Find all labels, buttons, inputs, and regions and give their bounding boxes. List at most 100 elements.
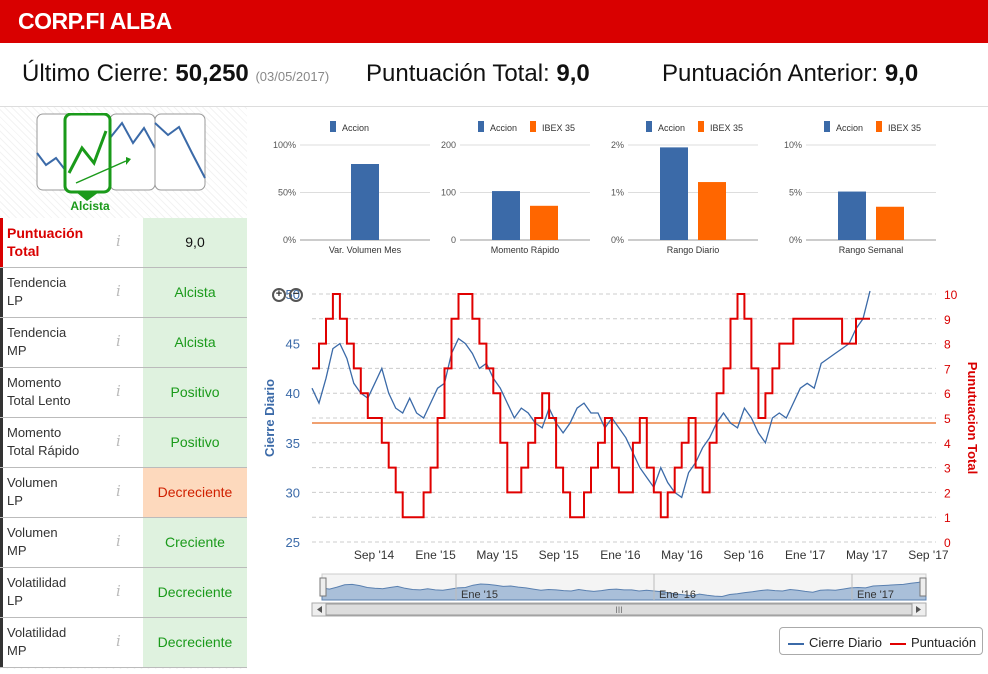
bar (660, 147, 688, 240)
bar (876, 206, 904, 240)
left-tick-label: 40 (286, 386, 300, 401)
indicator-label-line1: Tendencia (7, 325, 67, 340)
zoom-in-icon[interactable]: + (272, 288, 286, 302)
legend-swatch (330, 121, 336, 132)
navigator-handle-right[interactable] (919, 577, 927, 597)
indicator-value: Creciente (143, 518, 247, 567)
left-tick-label: 35 (286, 436, 300, 451)
left-tick-label: 25 (286, 535, 300, 550)
right-tick-label: 9 (944, 313, 951, 327)
info-icon[interactable]: i (116, 582, 121, 600)
info-icon[interactable]: i (116, 532, 121, 550)
indicator-row: Volatilidad MP i Decreciente (0, 618, 247, 668)
indicator-label: Volatilidad MP (0, 618, 143, 667)
info-icon[interactable]: i (116, 382, 121, 400)
info-icon[interactable]: i (116, 632, 121, 650)
x-axis-label: Rango Semanal (839, 245, 904, 255)
title-bar: CORP.FI ALBA (0, 0, 988, 43)
company-title: CORP.FI ALBA (18, 8, 172, 34)
navigator-handle-left[interactable] (319, 577, 327, 597)
bar (530, 205, 558, 240)
zoom-controls: + − (272, 284, 306, 302)
indicator-value: Positivo (143, 368, 247, 417)
navigator-label: Ene '16 (659, 589, 696, 601)
puntuacion-anterior: Puntuación Anterior: 9,0 (662, 60, 918, 88)
indicator-label-line1: Volumen (7, 475, 58, 490)
x-tick-label: Sep '17 (908, 548, 949, 562)
legend-swatch (698, 121, 704, 132)
legend-swatch (530, 121, 536, 132)
left-tick-label: 30 (286, 485, 300, 500)
indicator-label-line1: Tendencia (7, 275, 67, 290)
info-icon[interactable]: i (116, 282, 121, 300)
indicator-label: Tendencia LP (0, 268, 143, 317)
indicator-label-line2: Total Lento (7, 393, 71, 408)
indicator-row: Momento Total Rápido i Positivo (0, 418, 247, 468)
puntuacion-total: Puntuación Total: 9,0 (366, 60, 590, 88)
y-tick-label: 2% (611, 140, 624, 150)
indicator-value: Decreciente (143, 618, 247, 667)
legend-item-puntuacion[interactable]: Puntuación (890, 635, 976, 650)
navigator-label: Ene '15 (461, 589, 498, 601)
mini-chart-rango-semanal: Accion IBEX 35 0% 5% 10% Rango Semanal (776, 118, 946, 258)
scrollbar-thumb[interactable] (325, 603, 913, 616)
indicator-label: Volumen LP (0, 468, 143, 517)
indicator-row: Volatilidad LP i Decreciente (0, 568, 247, 618)
x-axis-label: Momento Rápido (491, 245, 560, 255)
right-tick-label: 1 (944, 511, 951, 525)
bar (351, 164, 379, 240)
y-tick-label: 0% (283, 235, 296, 245)
summary-bar: Último Cierre: 50,250 (03/05/2017) Puntu… (0, 43, 988, 107)
zoom-out-icon[interactable]: − (289, 288, 303, 302)
info-icon[interactable]: i (116, 232, 121, 250)
legend-swatch (478, 121, 484, 132)
indicator-label-line1: Puntuación (7, 225, 84, 241)
scrollbar-grip: III (615, 605, 623, 615)
info-icon[interactable]: i (116, 332, 121, 350)
indicator-value: Alcista (143, 318, 247, 367)
main-chart[interactable]: 0 1 2 3 4 5 6 7 8 9 10 25 30 35 40 45 50 Cierre Diario Pun… (256, 270, 988, 669)
navigator-series (321, 579, 927, 601)
x-tick-label: Sep '16 (723, 548, 764, 562)
right-tick-label: 6 (944, 387, 951, 401)
info-icon[interactable]: i (116, 482, 121, 500)
y-tick-label: 5% (789, 188, 802, 198)
legend-label: Accion (658, 123, 685, 133)
indicator-row: Momento Total Lento i Positivo (0, 368, 247, 418)
y-tick-label: 50% (278, 188, 296, 198)
legend-swatch (646, 121, 652, 132)
indicator-value: 9,0 (143, 218, 247, 267)
legend-item-cierre[interactable]: Cierre Diario (788, 635, 882, 650)
indicator-label-line2: MP (7, 643, 27, 658)
ultimo-cierre: Último Cierre: 50,250 (03/05/2017) (22, 60, 329, 88)
puntuacion-anterior-label: Puntuación Anterior: (662, 60, 879, 87)
right-tick-label: 4 (944, 437, 951, 451)
bar (492, 191, 520, 240)
right-tick-label: 10 (944, 288, 958, 302)
info-icon[interactable]: i (116, 432, 121, 450)
indicator-label-line1: Volatilidad (7, 625, 67, 640)
puntuacion-anterior-value: 9,0 (884, 60, 919, 87)
indicator-row: Volumen MP i Creciente (0, 518, 247, 568)
indicator-label: Momento Total Lento (0, 368, 143, 417)
indicator-label: Momento Total Rápido (0, 418, 143, 467)
right-tick-label: 2 (944, 486, 951, 500)
x-tick-label: Ene '16 (600, 548, 641, 562)
legend-label: IBEX 35 (542, 123, 575, 133)
indicator-label-line1: Volatilidad (7, 575, 67, 590)
indicator-label: Volumen MP (0, 518, 143, 567)
chart-legend: Cierre Diario Puntuación (779, 627, 983, 655)
ultimo-cierre-label: Último Cierre: (22, 60, 169, 87)
ultimo-cierre-value: 50,250 (175, 60, 249, 87)
ultimo-cierre-date: (03/05/2017) (255, 69, 330, 84)
indicator-label-line2: Total Rápido (7, 443, 80, 458)
x-tick-label: Ene '15 (415, 548, 456, 562)
x-axis-label: Var. Volumen Mes (329, 245, 402, 255)
indicator-label-line1: Volumen (7, 525, 58, 540)
y-tick-label: 0% (611, 235, 624, 245)
left-axis-title: Cierre Diario (262, 379, 277, 457)
legend-label: IBEX 35 (710, 123, 743, 133)
x-tick-label: May '15 (476, 548, 518, 562)
indicator-value: Decreciente (143, 468, 247, 517)
left-tick-label: 45 (286, 337, 300, 352)
